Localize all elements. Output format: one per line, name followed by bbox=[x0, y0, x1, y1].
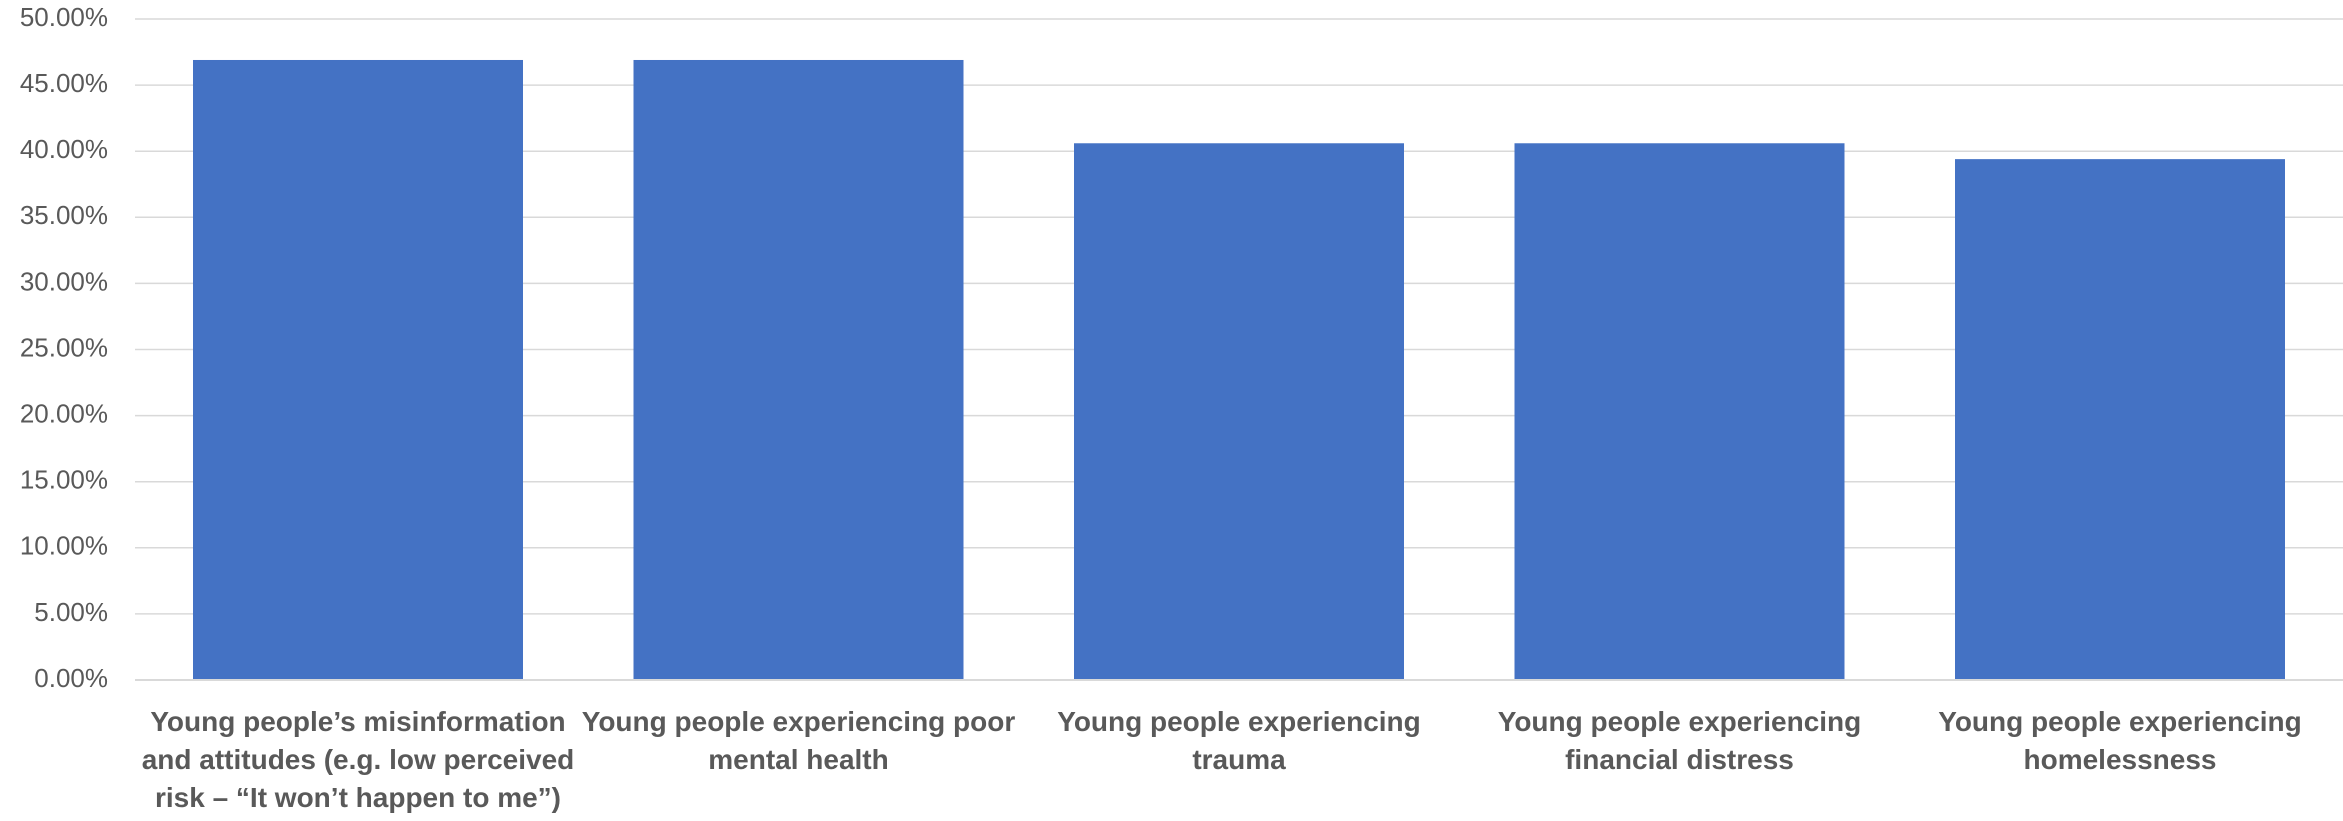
x-tick-label: Young people experiencing financial distr… bbox=[1498, 706, 1862, 775]
x-tick-label: Young people experiencing homelessness bbox=[1938, 706, 2302, 775]
bar bbox=[193, 59, 523, 681]
x-tick-label-line: homelessness bbox=[2024, 744, 2217, 775]
y-tick-label: 15.00% bbox=[20, 465, 108, 495]
x-tick-label: Young people experiencing poor mental hea… bbox=[582, 706, 1016, 775]
x-tick-label-line: Young people’s misinformation bbox=[150, 706, 565, 737]
y-tick-label: 50.00% bbox=[20, 2, 108, 32]
y-axis-tick-labels: 0.00% 5.00% 10.00% 15.00% 20.00% 25.00% 30.00%… bbox=[20, 2, 108, 693]
y-tick-label: 30.00% bbox=[20, 266, 108, 296]
bar bbox=[1514, 143, 1845, 680]
x-tick-label-line: mental health bbox=[708, 744, 888, 775]
y-tick-label: 5.00% bbox=[34, 597, 108, 627]
x-axis-category-labels: Young people’s misinformation and attitud… bbox=[142, 706, 2302, 813]
x-tick-label-line: Young people experiencing poor bbox=[582, 706, 1016, 737]
y-tick-label: 40.00% bbox=[20, 134, 108, 164]
y-tick-label: 0.00% bbox=[34, 663, 108, 693]
x-tick-label: Young people’s misinformation and attitud… bbox=[142, 706, 575, 813]
x-tick-label: Young people experiencing trauma bbox=[1057, 706, 1421, 775]
bar bbox=[1955, 159, 2285, 680]
y-tick-label: 10.00% bbox=[20, 531, 108, 561]
x-tick-label-line: trauma bbox=[1192, 744, 1286, 775]
x-tick-label-line: Young people experiencing bbox=[1938, 706, 2302, 737]
x-tick-label-line: risk – “It won’t happen to me”) bbox=[155, 782, 561, 813]
y-tick-label: 45.00% bbox=[20, 68, 108, 98]
y-tick-label: 20.00% bbox=[20, 398, 108, 428]
bar bbox=[1074, 143, 1404, 680]
x-tick-label-line: Young people experiencing bbox=[1498, 706, 1862, 737]
x-tick-label-line: Young people experiencing bbox=[1057, 706, 1421, 737]
x-tick-label-line: financial distress bbox=[1565, 744, 1794, 775]
y-tick-label: 35.00% bbox=[20, 200, 108, 230]
y-tick-label: 25.00% bbox=[20, 332, 108, 362]
bars bbox=[193, 59, 2285, 681]
x-tick-label-line: and attitudes (e.g. low perceived bbox=[142, 744, 575, 775]
bar bbox=[633, 59, 964, 681]
